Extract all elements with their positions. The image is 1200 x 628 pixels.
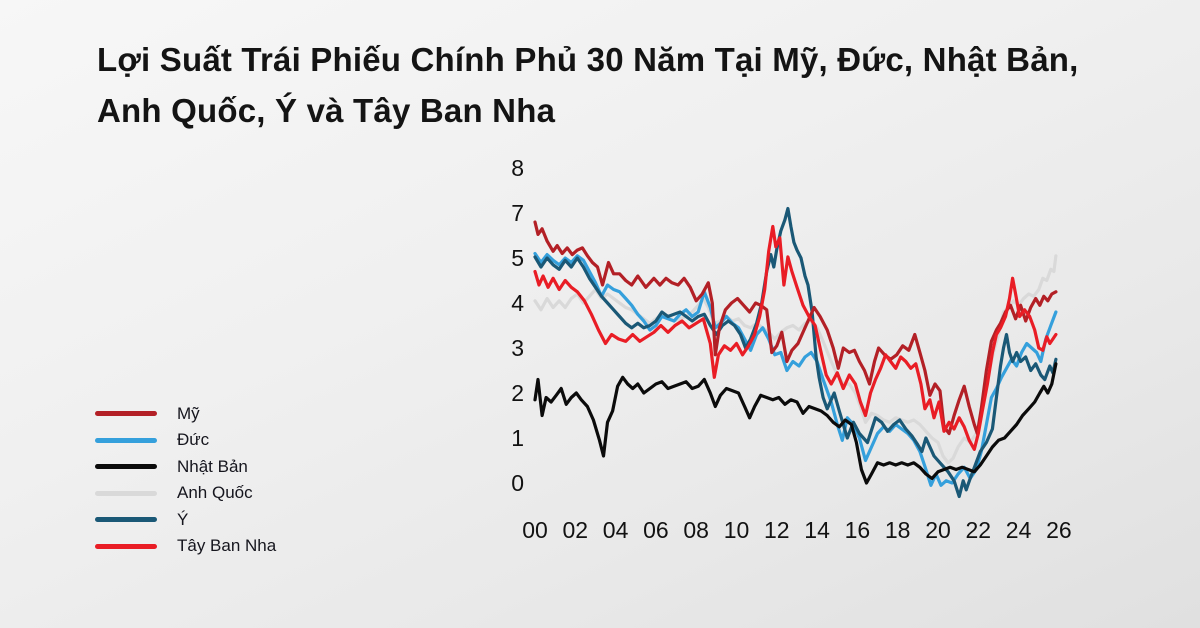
legend-swatch-taybannha [95,543,157,549]
x-tick-label: 14 [804,517,830,543]
legend-item-taybannha: Tây Ban Nha [95,536,277,556]
y-tick-label: 8 [511,155,524,181]
legend-item-anhquoc: Anh Quốc [95,483,276,503]
x-tick-label: 08 [683,517,709,543]
y-tick-label: 0 [511,470,524,496]
x-tick-label: 24 [1006,517,1032,543]
x-tick-label: 06 [643,517,669,543]
y-tick-label: 4 [511,290,524,316]
y-axis-labels: 8 7 5 4 3 2 1 0 [511,155,524,496]
legend-label-nhatban: Nhật Bản [177,456,248,476]
legend-swatch-y [95,517,157,522]
legend-swatch-my [95,411,157,416]
x-tick-label: 22 [966,517,992,543]
x-tick-label: 18 [885,517,911,543]
x-tick-label: 26 [1046,517,1072,543]
x-tick-label: 02 [563,517,589,543]
legend-item-y: Ý [95,510,276,529]
series-group [533,206,1058,499]
x-axis-labels: 00 02 04 06 08 10 12 14 16 18 20 22 24 26 [522,517,1071,543]
y-tick-label: 2 [511,380,524,406]
x-tick-label: 00 [522,517,548,543]
x-tick-label: 10 [724,517,750,543]
legend-label-duc: Đức [177,430,210,449]
y-tick-label: 3 [511,335,524,361]
series-line-duc [533,251,1058,487]
legend-label-y: Ý [177,509,189,529]
legend-swatch-anhquoc [95,490,157,496]
legend-swatch-nhatban [95,464,157,469]
legend-item-duc: Đức [95,430,276,450]
legend-swatch-duc [95,437,157,443]
x-tick-label: 04 [603,517,629,543]
x-tick-label: 20 [925,517,951,543]
y-tick-label: 7 [511,200,524,226]
legend: Mỹ Đức Nhật Bản Anh Quốc Ý Tây Ban Nha [95,404,276,556]
legend-item-my: Mỹ [95,404,276,423]
legend-item-nhatban: Nhật Bản [95,457,276,476]
x-tick-label: 16 [845,517,871,543]
chart-title: Lợi Suất Trái Phiếu Chính Phủ 30 Năm Tại… [97,41,1079,129]
y-tick-label: 1 [511,425,524,451]
x-tick-label: 12 [764,517,790,543]
legend-label-my: Mỹ [177,403,200,423]
series-line-y [533,206,1058,499]
y-tick-label: 5 [511,245,524,271]
series-line-taybannha [533,224,1058,451]
legend-label-anhquoc: Anh Quốc [177,483,253,502]
legend-label-taybannha: Tây Ban Nha [177,536,277,555]
series-line-nhatban [533,362,1058,485]
